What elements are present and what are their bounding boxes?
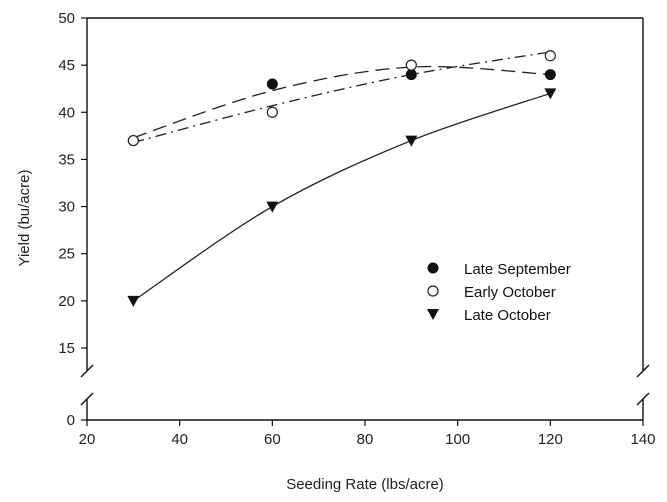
y-tick-label: 25 bbox=[58, 246, 75, 263]
data-point bbox=[405, 135, 418, 147]
data-point bbox=[544, 69, 556, 81]
data-markers bbox=[127, 50, 557, 307]
axis-ticks: 20 40 60 80 100 120 140 0 15 20 25 30 35 40 45 50 bbox=[58, 10, 655, 448]
axis-break-mark bbox=[80, 364, 94, 378]
fit-curve bbox=[132, 92, 551, 302]
y-tick-label: 35 bbox=[58, 151, 75, 168]
legend-label: Early October bbox=[464, 284, 556, 301]
x-tick-label: 120 bbox=[538, 431, 563, 448]
y-tick-label: 30 bbox=[58, 199, 75, 216]
x-tick-label: 100 bbox=[445, 431, 470, 448]
legend: Late September Early October Late October bbox=[427, 261, 571, 324]
data-point bbox=[405, 59, 417, 71]
legend-marker bbox=[427, 262, 439, 274]
data-point bbox=[266, 106, 278, 118]
x-axis-title: Seeding Rate (lbs/acre) bbox=[286, 476, 444, 493]
x-tick-label: 60 bbox=[264, 431, 281, 448]
fit-curve bbox=[133, 51, 551, 144]
data-point bbox=[127, 134, 139, 147]
axis-break-mark bbox=[636, 364, 650, 378]
x-tick-label: 80 bbox=[357, 431, 374, 448]
y-tick-label: 20 bbox=[58, 293, 75, 310]
plot-frame bbox=[80, 17, 650, 421]
y-tick-label: 40 bbox=[58, 104, 75, 121]
y-axis-title: Yield (bu/acre) bbox=[16, 170, 33, 267]
data-point bbox=[544, 88, 557, 100]
y-tick-label: 15 bbox=[58, 340, 75, 357]
fit-curve bbox=[133, 65, 551, 139]
legend-label: Late September bbox=[464, 261, 571, 278]
data-point bbox=[266, 78, 278, 90]
data-point bbox=[266, 201, 279, 213]
x-tick-label: 20 bbox=[79, 431, 96, 448]
x-tick-label: 140 bbox=[630, 431, 655, 448]
axis-break-mark bbox=[80, 392, 94, 406]
data-point bbox=[544, 50, 556, 62]
x-tick-label: 40 bbox=[171, 431, 188, 448]
legend-marker bbox=[427, 285, 439, 297]
legend-label: Late October bbox=[464, 307, 551, 324]
data-point bbox=[405, 69, 417, 81]
y-tick-label: 0 bbox=[67, 412, 75, 429]
data-point bbox=[127, 295, 140, 307]
y-tick-label: 45 bbox=[58, 57, 75, 74]
y-tick-label: 50 bbox=[58, 10, 75, 27]
legend-marker bbox=[427, 309, 439, 320]
axis-break-mark bbox=[636, 392, 650, 406]
fit-curves bbox=[132, 51, 551, 302]
